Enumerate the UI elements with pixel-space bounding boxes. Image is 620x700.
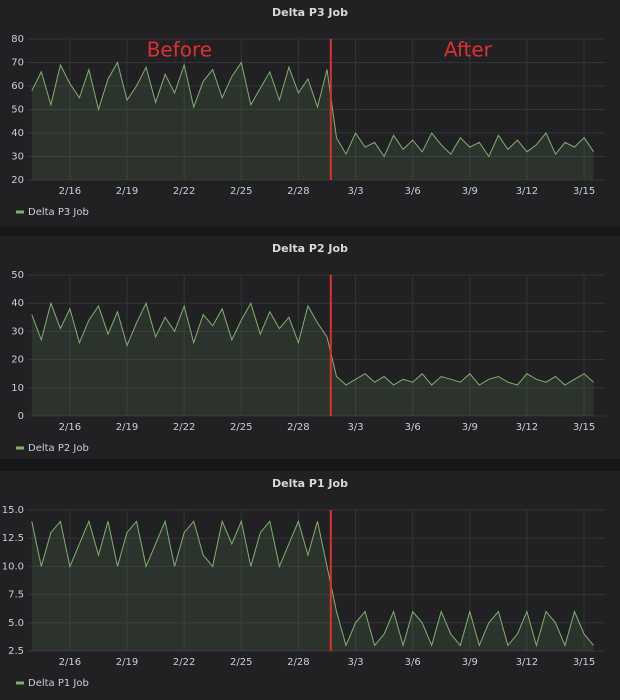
y-tick-label: 50: [11, 105, 24, 116]
panel-title: Delta P2 Job: [272, 242, 348, 255]
x-tick-label: 3/12: [516, 657, 538, 668]
legend-label: Delta P3 Job: [28, 207, 89, 218]
x-tick-label: 2/25: [230, 186, 252, 197]
x-tick-label: 2/19: [116, 422, 138, 433]
y-tick-label: 70: [11, 58, 24, 69]
x-tick-label: 3/15: [573, 657, 595, 668]
x-tick-label: 3/6: [405, 657, 421, 668]
x-tick-label: 3/9: [462, 186, 478, 197]
x-tick-label: 2/28: [287, 422, 309, 433]
x-tick-label: 3/12: [516, 422, 538, 433]
y-tick-label: 50: [11, 270, 24, 281]
y-tick-label: 2.5: [8, 646, 24, 657]
y-tick-label: 30: [11, 326, 24, 337]
y-tick-label: 0: [18, 411, 24, 422]
x-tick-label: 3/6: [405, 422, 421, 433]
x-tick-label: 2/16: [59, 186, 81, 197]
x-tick-label: 3/12: [516, 186, 538, 197]
y-tick-label: 80: [11, 34, 24, 45]
legend-label: Delta P1 Job: [28, 678, 89, 689]
x-tick-label: 2/16: [59, 422, 81, 433]
y-tick-label: 20: [11, 175, 24, 186]
y-tick-label: 7.5: [8, 590, 24, 601]
x-tick-label: 2/25: [230, 422, 252, 433]
line: [31, 301, 594, 386]
y-tick-label: 30: [11, 152, 24, 163]
x-tick-label: 2/19: [116, 186, 138, 197]
legend-label: Delta P2 Job: [28, 443, 89, 454]
x-tick-label: 3/6: [405, 186, 421, 197]
x-tick-label: 2/28: [287, 186, 309, 197]
x-tick-label: 2/22: [173, 186, 195, 197]
x-tick-label: 3/3: [347, 422, 363, 433]
y-tick-label: 15.0: [2, 505, 24, 516]
y-tick-label: 20: [11, 355, 24, 366]
panel: [0, 0, 620, 226]
x-tick-label: 3/15: [573, 186, 595, 197]
x-tick-label: 3/9: [462, 657, 478, 668]
x-tick-label: 3/3: [347, 657, 363, 668]
area: [31, 303, 594, 416]
panel: [0, 236, 620, 459]
line: [31, 61, 595, 158]
panel-title: Delta P3 Job: [272, 6, 348, 19]
y-tick-label: 40: [11, 128, 24, 139]
area: [31, 521, 594, 651]
x-tick-label: 2/19: [116, 657, 138, 668]
x-tick-label: 2/22: [173, 657, 195, 668]
line: [31, 519, 594, 648]
x-tick-label: 3/9: [462, 422, 478, 433]
panel: [0, 471, 620, 700]
y-tick-label: 60: [11, 81, 24, 92]
annotation-text: After: [444, 38, 493, 62]
annotation-text: Before: [147, 38, 212, 62]
x-tick-label: 2/28: [287, 657, 309, 668]
y-tick-label: 10.0: [2, 561, 24, 572]
y-tick-label: 12.5: [2, 533, 24, 544]
y-tick-label: 5.0: [8, 618, 24, 629]
x-tick-label: 3/3: [347, 186, 363, 197]
x-tick-label: 2/25: [230, 657, 252, 668]
x-tick-label: 2/16: [59, 657, 81, 668]
y-tick-label: 10: [11, 383, 24, 394]
x-tick-label: 3/15: [573, 422, 595, 433]
y-tick-label: 40: [11, 298, 24, 309]
panel-title: Delta P1 Job: [272, 477, 348, 490]
x-tick-label: 2/22: [173, 422, 195, 433]
